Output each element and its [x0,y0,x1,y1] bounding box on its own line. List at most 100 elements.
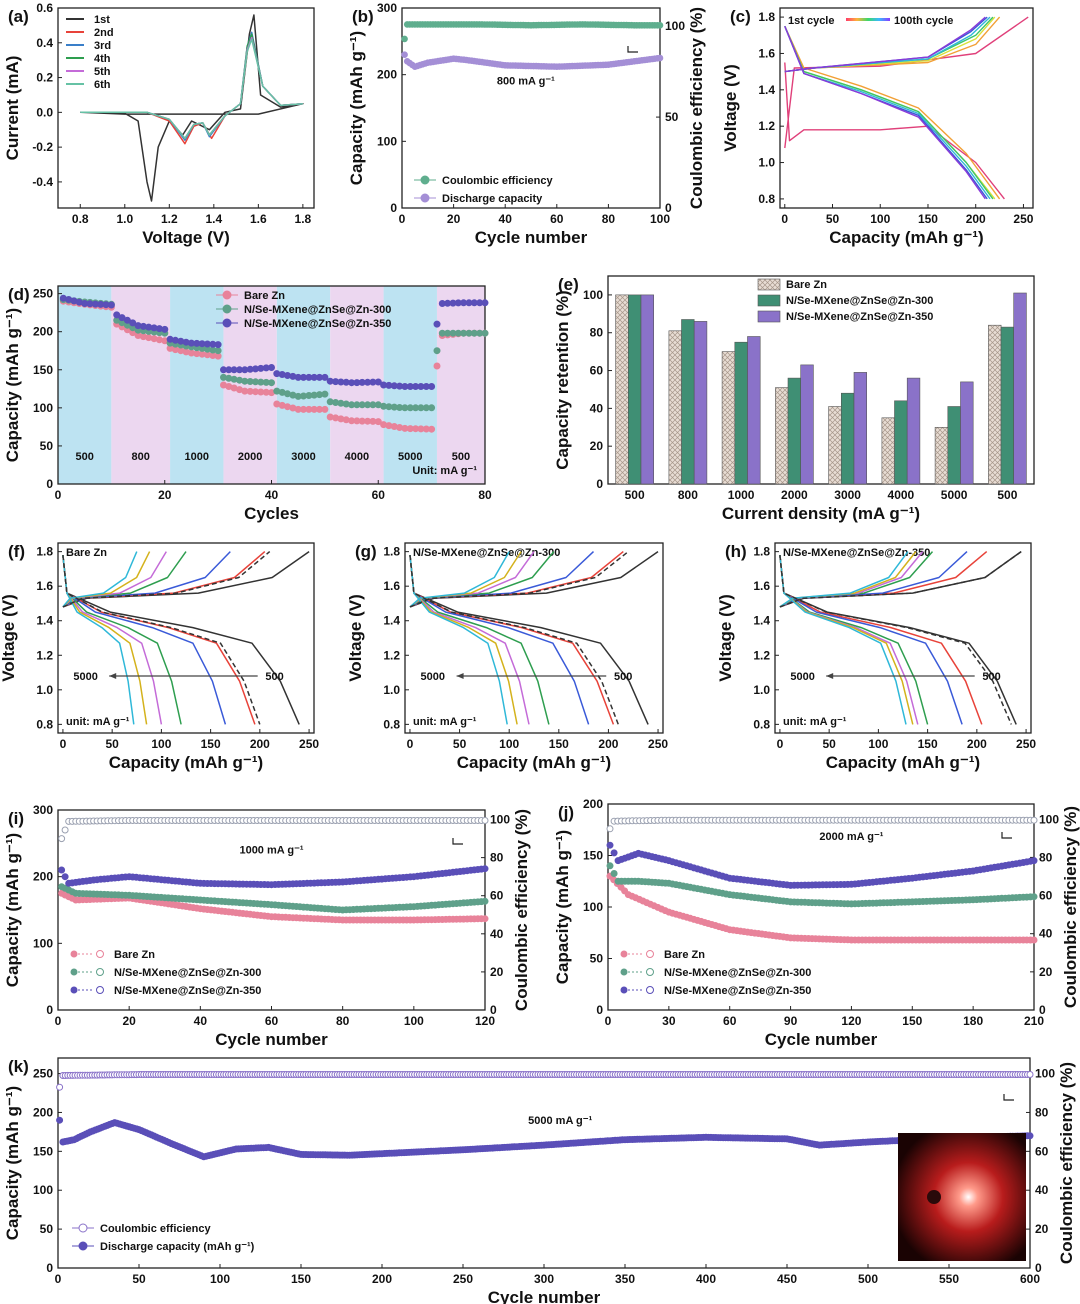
rate-point [321,390,329,398]
voltage-profile-cycle-d-discharge [784,25,991,200]
y-tick-label: 1.4 [758,83,775,97]
x-tick-label: 0.8 [72,212,89,226]
rate-arrow-start-label: 500 [614,671,632,683]
panel-label: (g) [355,542,377,561]
legend-label: N/Se-MXene@ZnSe@Zn-350 [244,318,391,330]
panel-title: N/Se-MXene@ZnSe@Zn-300 [413,547,560,559]
y2-tick-label: 100 [1039,812,1059,826]
rate-point [129,319,137,327]
discharge-curve-1000 [779,555,963,725]
y-axis-label: Voltage (V) [346,594,365,682]
legend-swatch-marker [222,318,232,328]
y-tick-label: 200 [33,870,53,884]
x-tick-label: 50 [822,737,836,751]
data-point-capacity [401,51,408,59]
x-tick-label: 250 [1013,212,1033,226]
y-tick-label: 1.4 [383,614,400,628]
panel-label: (c) [730,7,751,26]
rate-point [481,329,489,337]
x-tick-label: 600 [1020,1272,1040,1286]
rate-point [268,364,275,371]
x-tick-label: 400 [696,1272,716,1286]
y2-tick-label: 20 [1035,1222,1049,1236]
x-tick-label: 0 [605,1014,612,1028]
legend-swatch-marker [420,193,430,203]
x-axis-label: Capacity (mAh g⁻¹) [829,228,983,247]
x-tick-label: 40 [499,212,513,226]
legend-swatch-filled [620,968,628,976]
y-tick-label: 100 [33,936,53,950]
voltage-profile-cycle-a-discharge [784,25,1001,200]
charge-curve-5000 [779,551,909,608]
y-axis-label: Capacity (mAh g⁻¹) [347,31,366,185]
legend-swatch-marker [420,175,430,185]
charge-curve-500 [409,550,659,608]
x-tick-label: 80 [478,488,492,502]
rate-point [161,325,169,333]
x-tick-label: 0 [407,737,414,751]
legend-swatch-hollow [646,950,654,958]
current-density-note: 800 mA g⁻¹ [497,76,555,88]
led-photo-inset [898,1133,1026,1261]
y-tick-label: -0.2 [32,140,53,154]
x-tick-label: 0 [55,1014,62,1028]
ce-point [1030,816,1038,824]
y-tick-label: 300 [377,1,397,15]
y-tick-label: 1.2 [758,119,775,133]
x-tick-label: 150 [918,212,938,226]
x-tick-label: 450 [777,1272,797,1286]
legend-swatch-marker [78,1223,88,1233]
axis-arrow-icon [1001,832,1012,839]
x-tick-label: 80 [602,212,616,226]
rate-band-label: 4000 [345,451,369,463]
legend-label: Bare Zn [114,949,155,961]
last-cycle-label: 100th cycle [894,15,953,27]
y-tick-label: 60 [590,364,604,378]
cv-curve-1st [80,14,304,202]
panel-label: (i) [8,809,24,828]
ce-point [1026,1071,1034,1078]
y-tick-label: 250 [33,1067,53,1081]
x-tick-label: 1.0 [116,212,133,226]
y-axis-label: Capacity (mAh g⁻¹) [3,1086,22,1240]
y-tick-label: 200 [33,325,53,339]
rate-point [433,347,441,355]
x-tick-label: 0 [55,1272,62,1286]
cv-curve-6th [80,38,303,140]
y-tick-label: 1.2 [383,648,400,662]
capacity-point [606,841,614,849]
x-tick-label: 500 [625,488,645,502]
y-tick-label: 150 [33,1144,53,1158]
y-tick-label: -0.4 [32,175,53,189]
legend-swatch-filled [70,950,78,958]
x-tick-label: 100 [868,737,888,751]
legend-label: 2nd [94,27,114,39]
rate-band-label: 2000 [238,451,262,463]
y-tick-label: 0.8 [383,717,400,731]
legend-label: Bare Zn [786,279,827,291]
retention-bar [828,406,842,485]
discharge-curve-500 [409,555,649,725]
rate-point [113,311,121,319]
x-tick-label: 50 [105,737,119,751]
x-tick-label: 60 [372,488,386,502]
y-tick-label: 40 [590,401,604,415]
legend-swatch-hollow [646,968,654,976]
y2-tick-label: 50 [665,110,679,124]
panel-k: 0 50 100 150 200 250 300 350 400 450 500 550 6000501… [3,1057,1076,1304]
capacity-point [1030,857,1038,865]
unit-note: Unit: mA g⁻¹ [412,465,477,477]
panel-label: (f) [8,542,25,561]
unit-note: unit: mA g⁻¹ [413,716,477,728]
discharge-curve-500 [62,555,300,725]
x-tick-label: 210 [1024,1014,1044,1028]
plot-frame [779,7,1034,209]
current-density-note: 1000 mA g⁻¹ [239,844,303,856]
legend-label: Discharge capacity (mAh g⁻¹) [100,1241,255,1253]
legend-label: 6th [94,79,111,91]
y2-tick-label: 80 [490,851,504,865]
y-axis-label: Capacity (mAh g⁻¹) [3,833,22,987]
panel-title: Bare Zn [66,547,107,559]
retention-bar [881,417,895,485]
